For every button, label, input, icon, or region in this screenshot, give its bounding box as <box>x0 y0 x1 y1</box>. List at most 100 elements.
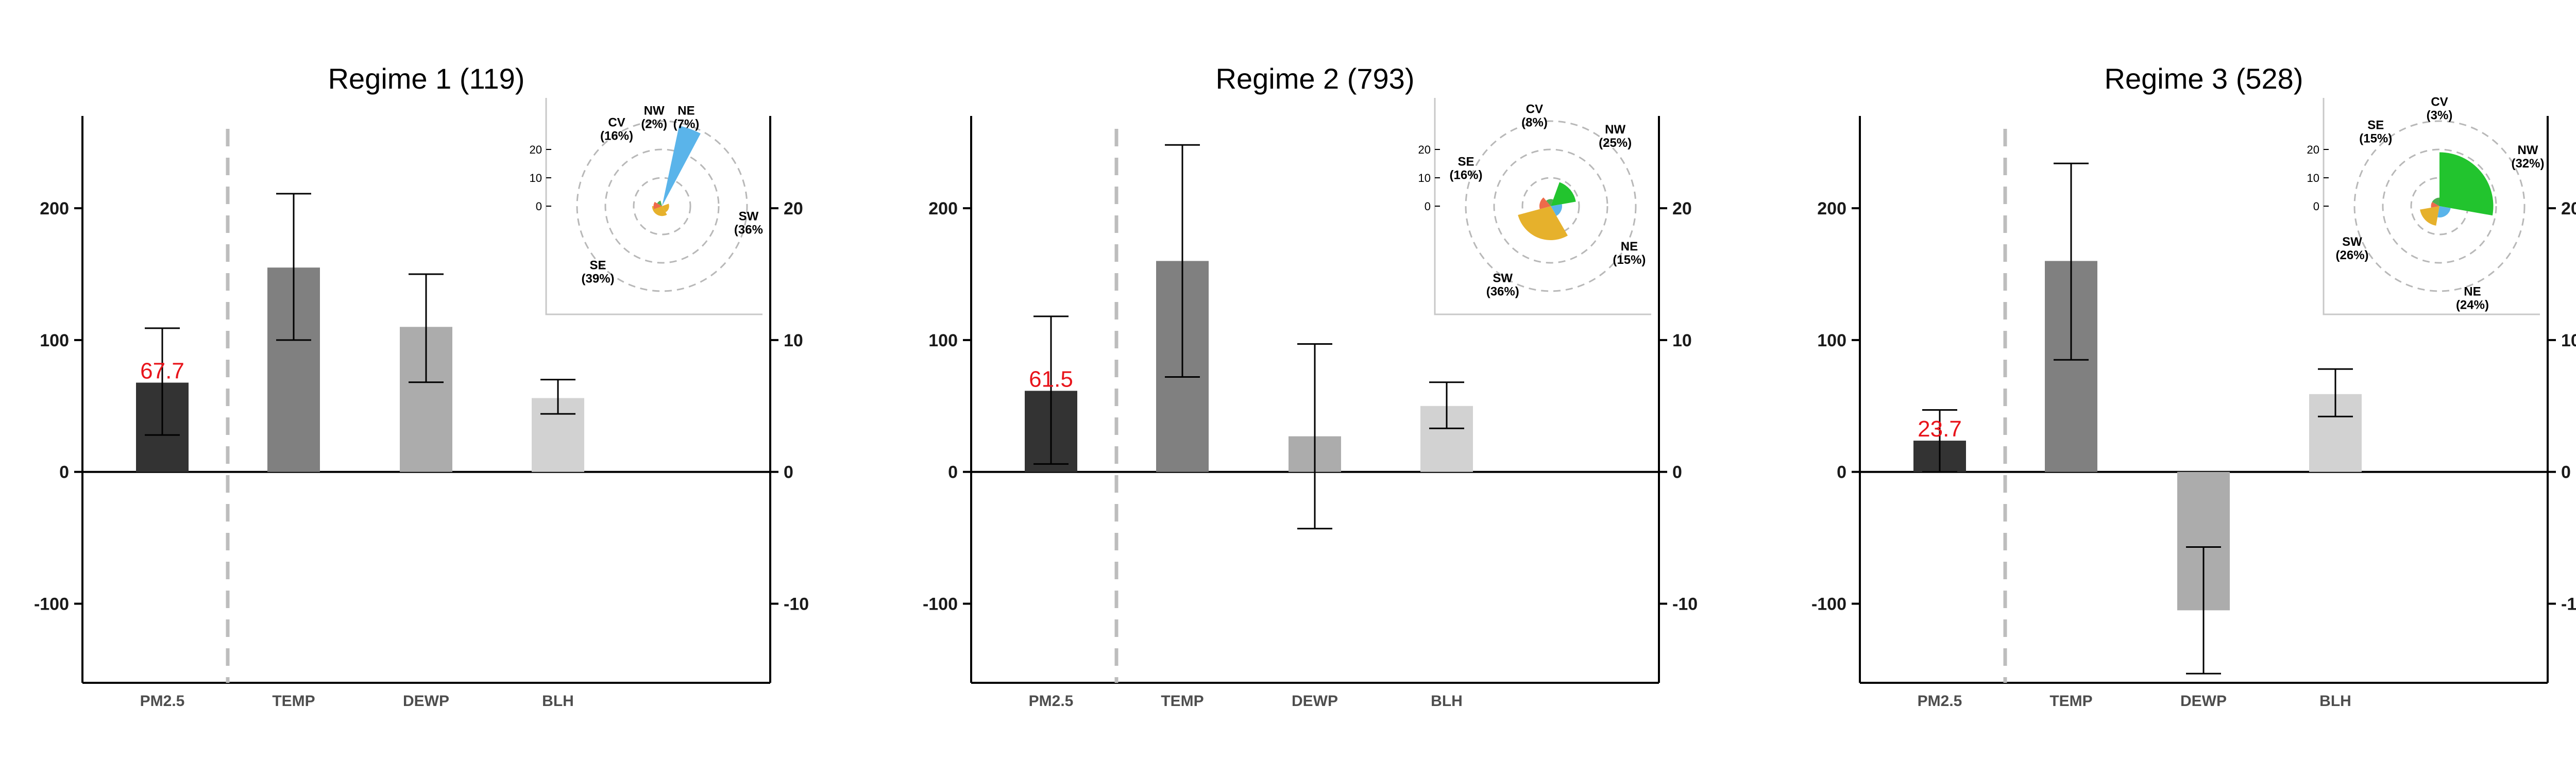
right-tick-label: 0 <box>1672 463 1682 482</box>
rose-sector <box>2420 206 2439 226</box>
right-tick-label: 10 <box>2561 331 2576 350</box>
rose-tick-label: 10 <box>2307 172 2319 184</box>
x-tick-label: PM2.5 <box>1918 693 1962 710</box>
panel-title: Regime 3 (528) <box>2105 62 2303 95</box>
panel-title: Regime 2 (793) <box>1216 62 1415 95</box>
left-tick-label: 200 <box>928 199 958 219</box>
pm25-value-label: 23.7 <box>1918 416 1962 442</box>
rose-direction-pct: (36% <box>734 223 763 237</box>
rose-direction-pct: (24%) <box>2456 298 2489 312</box>
inset-frame <box>545 98 762 315</box>
left-tick-label: -100 <box>34 595 69 614</box>
rose-sector <box>2431 201 2439 208</box>
rose-direction-pct: (15%) <box>2359 132 2392 146</box>
x-tick-label: DEWP <box>2180 693 2227 710</box>
rose-direction-label: NE <box>677 104 694 118</box>
rose-sector <box>653 201 662 209</box>
panel-title: Regime 1 (119) <box>328 62 525 95</box>
x-tick-label: PM2.5 <box>140 693 185 710</box>
left-tick-label: 0 <box>59 463 69 482</box>
rose-direction-label: SE <box>2367 119 2384 132</box>
rose-sector <box>2437 206 2451 217</box>
rose-ring <box>2382 148 2497 264</box>
rose-direction-pct: (7%) <box>673 117 700 131</box>
inset-frame <box>1434 98 1651 315</box>
left-tick-label: -100 <box>1811 595 1846 614</box>
inset-frame <box>2323 98 2540 315</box>
rose-direction-pct: (3%) <box>2427 109 2453 123</box>
rose-tick-label: 20 <box>1418 143 1431 156</box>
rose-direction-label: NW <box>1605 123 1625 137</box>
x-tick-label: DEWP <box>403 693 449 710</box>
rose-direction-label: NW <box>644 104 665 118</box>
x-tick-label: TEMP <box>272 693 315 710</box>
pm25-value-label: 61.5 <box>1029 366 1073 392</box>
rose-tick-label: 0 <box>536 200 542 213</box>
left-tick-label: -100 <box>923 595 958 614</box>
x-tick-label: BLH <box>2319 693 2351 710</box>
rose-tick-label: 0 <box>2313 200 2319 213</box>
rose-tick-label: 10 <box>530 172 542 184</box>
rose-tick-label: 20 <box>2307 143 2319 156</box>
left-tick-label: 100 <box>40 331 69 350</box>
right-tick-label: 10 <box>784 331 803 350</box>
rose-direction-label: CV <box>2431 95 2448 109</box>
left-tick-label: 0 <box>948 463 958 482</box>
right-tick-label: -10 <box>784 595 809 614</box>
rose-direction-label: NW <box>2517 143 2538 157</box>
rose-direction-label: SW <box>739 210 759 224</box>
rose-direction-pct: (16%) <box>1449 168 1482 182</box>
right-tick-label: 10 <box>1672 331 1692 350</box>
rose-direction-label: SE <box>1458 155 1474 169</box>
rose-direction-pct: (8%) <box>1521 115 1548 129</box>
rose-ring <box>1493 148 1608 264</box>
right-tick-label: -10 <box>2561 595 2576 614</box>
x-tick-label: PM2.5 <box>1029 693 1074 710</box>
x-tick-label: BLH <box>1431 693 1463 710</box>
rose-sector <box>1539 197 1551 209</box>
rose-sector <box>1551 204 1563 216</box>
right-tick-label: 20 <box>784 199 803 219</box>
rose-sector <box>1551 182 1576 206</box>
x-tick-label: TEMP <box>1161 693 1204 710</box>
left-tick-label: 200 <box>1817 199 1846 219</box>
x-tick-label: BLH <box>542 693 574 710</box>
rose-tick-label: 10 <box>1418 172 1431 184</box>
wind-rose-inset: 20 10 0 NW(2%) NE(7%) CV(16%) SW(36% SE(39%) <box>530 98 763 315</box>
rose-direction-pct: (39%) <box>582 272 615 285</box>
panel-regime-3: Regime 3 (528)2001000-10020100-10PM2.5TE… <box>1811 62 2576 710</box>
rose-direction-label: CV <box>608 116 625 130</box>
rose-direction-pct: (32%) <box>2511 157 2544 171</box>
rose-sector <box>1546 199 1553 206</box>
rose-direction-label: SW <box>1493 271 1513 285</box>
rose-direction-label: CV <box>1526 102 1543 116</box>
rose-direction-pct: (16%) <box>600 129 633 143</box>
rose-direction-pct: (36%) <box>1486 284 1519 298</box>
rose-direction-label: SE <box>590 258 606 272</box>
rose-direction-label: NE <box>1621 240 1638 254</box>
wind-rose-inset: 20 10 0 CV(8%) NW(25%) SE(16%) NE(15%) SW(36%) <box>1418 98 1651 315</box>
rose-sector <box>662 125 701 206</box>
rose-ring <box>604 148 720 264</box>
rose-sector <box>652 206 667 216</box>
x-tick-label: TEMP <box>2049 693 2092 710</box>
rose-sector <box>662 204 669 212</box>
right-tick-label: 0 <box>2561 463 2571 482</box>
rose-tick-label: 20 <box>530 143 542 156</box>
rose-tick-label: 0 <box>1425 200 1431 213</box>
rose-direction-pct: (25%) <box>1599 136 1632 150</box>
right-tick-label: 20 <box>2561 199 2576 219</box>
left-tick-label: 0 <box>1837 463 1846 482</box>
rose-ring <box>1465 120 1637 292</box>
rose-direction-pct: (2%) <box>641 117 667 131</box>
rose-ring <box>2353 120 2526 292</box>
rose-direction-pct: (15%) <box>1613 253 1646 267</box>
rose-direction-label: SW <box>2342 235 2362 249</box>
rose-ring <box>1521 177 1580 236</box>
left-tick-label: 200 <box>40 199 69 219</box>
right-tick-label: -10 <box>1672 595 1698 614</box>
rose-ring <box>633 177 691 236</box>
